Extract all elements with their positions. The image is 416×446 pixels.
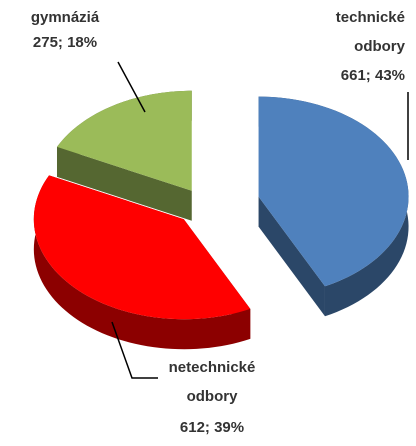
- value-label: 661; 43%: [341, 67, 405, 84]
- slice: [56, 90, 192, 191]
- leader-line: [117, 61, 146, 113]
- value-label: 275; 18%: [33, 34, 97, 51]
- slice: [33, 175, 251, 320]
- slice: [258, 96, 409, 287]
- value-label: 612; 39%: [180, 419, 244, 436]
- slice-side: [56, 146, 192, 221]
- slice-side: [258, 196, 325, 317]
- slice-side: [33, 175, 251, 350]
- category-label: netechnické odbory: [169, 359, 256, 405]
- pie: [33, 90, 409, 350]
- category-label: technické odbory: [336, 9, 406, 55]
- category-label: gymnáziá: [31, 9, 100, 26]
- leader-line: [111, 321, 158, 379]
